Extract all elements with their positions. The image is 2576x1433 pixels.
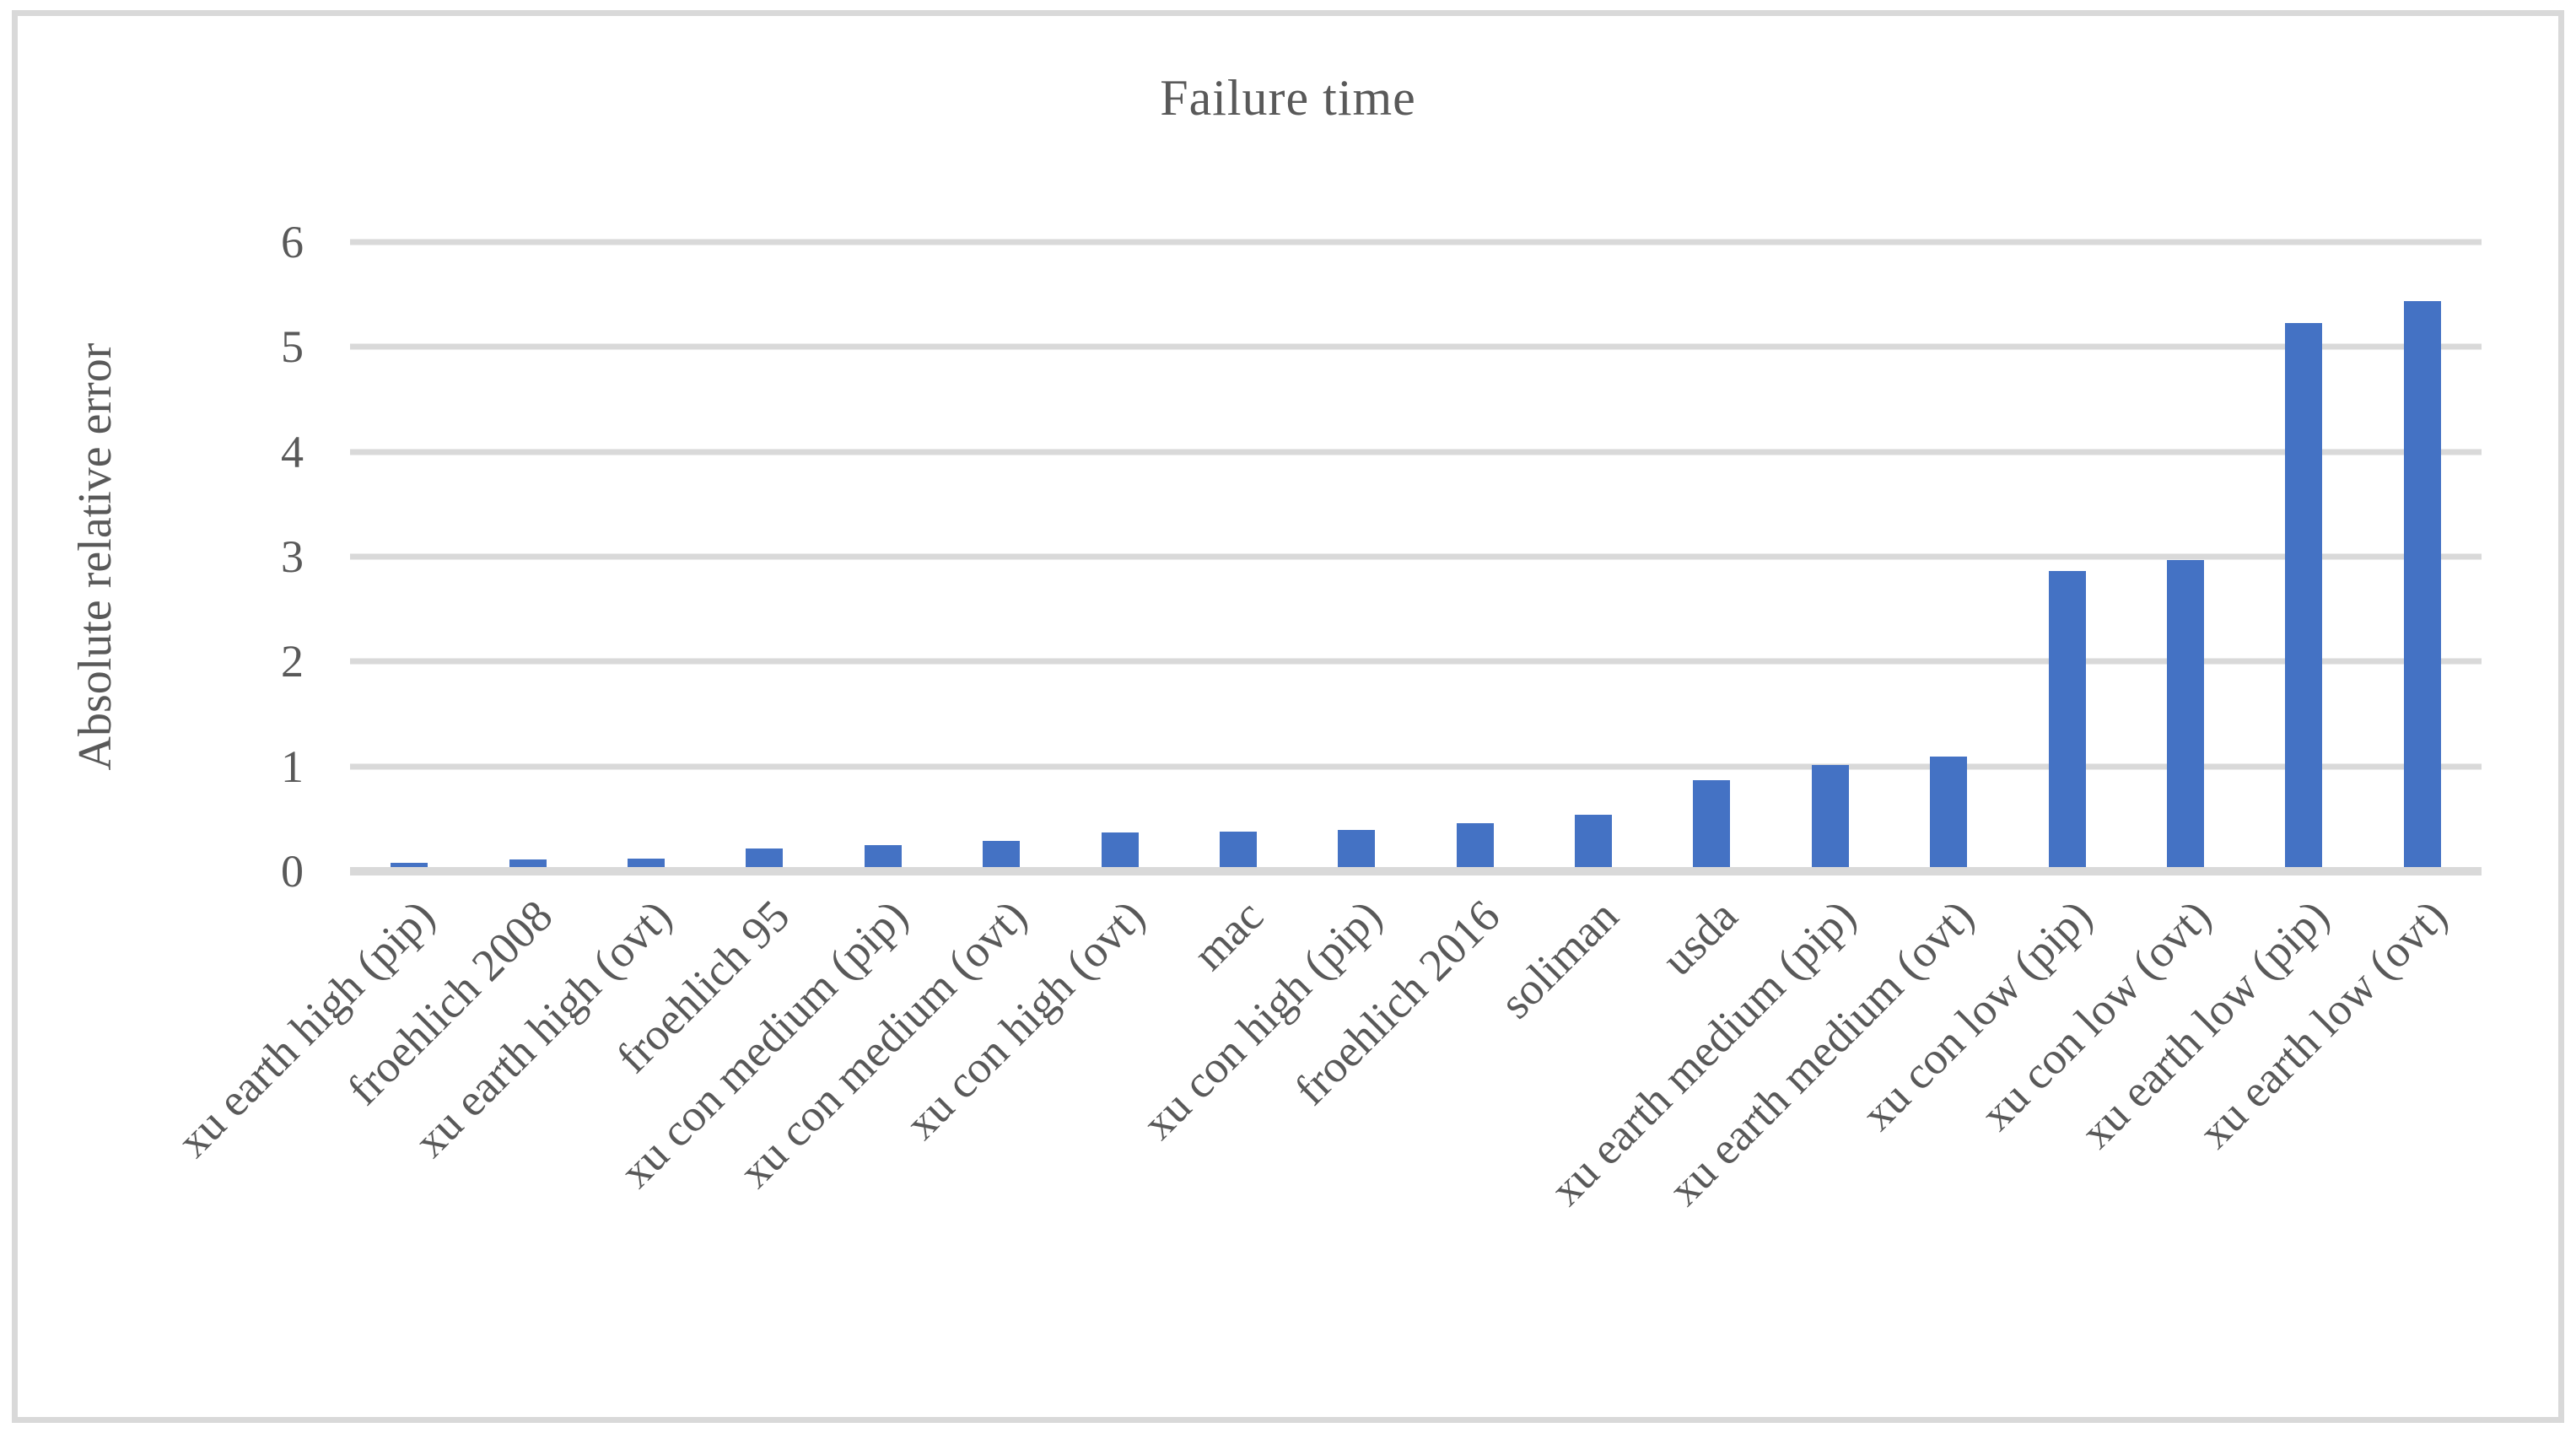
bar-mac [1219,831,1257,867]
x-tick-label-mac: mac [1183,890,1273,980]
y-tick-label-1: 1 [281,741,304,792]
gridline-y6 [350,239,2482,245]
bar-xu-earth-high-ovt- [627,859,665,867]
gridline-y3 [350,553,2482,560]
y-tick-label-2: 2 [281,636,304,687]
chart-title: Failure time [1160,70,1416,126]
y-axis-tick-labels: 0 1 2 3 4 5 6 [0,219,304,894]
bar-xu-con-low-ovt- [2167,559,2205,867]
bar-soliman [1575,814,1613,867]
gridline-y2 [350,658,2482,665]
bar-froehlich-2008 [509,859,547,867]
x-axis-tick-labels: xu earth high (pip) froehlich 2008 xu eart… [168,890,2482,1398]
x-tick-label-soliman: soliman [1490,890,1629,1028]
bar-xu-earth-medium-pip- [1811,765,1849,867]
bar-xu-con-low-pip- [2048,571,2086,867]
bar-xu-earth-low-pip- [2285,322,2323,867]
y-tick-label-5: 5 [281,321,304,373]
gridline-y4 [350,449,2482,455]
bar-xu-earth-medium-ovt- [1930,757,1968,867]
y-tick-label-3: 3 [281,531,304,582]
chart-outer-border [12,10,2564,1423]
bar-xu-con-medium-ovt- [983,840,1021,867]
y-tick-label-4: 4 [281,426,304,477]
y-tick-label-0: 0 [281,846,304,897]
gridline-y5 [350,343,2482,350]
bar-froehlich-2016 [1456,822,1494,867]
x-tick-label-usda: usda [1652,890,1747,986]
bar-xu-earth-high-pip- [391,863,428,867]
gridline-y1 [350,763,2482,770]
plot-area [350,239,2482,875]
bar-xu-con-high-pip- [1338,830,1376,867]
bar-xu-earth-low-ovt- [2403,300,2441,867]
bar-froehlich-95 [746,848,784,867]
bar-usda [1693,779,1731,867]
bar-xu-con-high-ovt- [1101,832,1139,867]
gridline-y0 [350,867,2482,875]
bar-xu-con-medium-pip- [864,844,902,867]
y-tick-label-6: 6 [281,217,304,267]
